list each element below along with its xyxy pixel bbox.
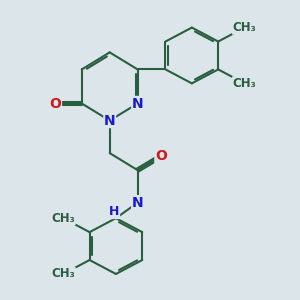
Text: CH₃: CH₃ [233, 21, 256, 34]
Text: N: N [104, 114, 116, 128]
Text: O: O [50, 97, 61, 110]
Text: CH₃: CH₃ [233, 77, 256, 90]
Text: N: N [132, 196, 143, 210]
Text: H: H [109, 206, 119, 218]
Text: N: N [132, 97, 143, 110]
Text: O: O [155, 149, 167, 163]
Text: CH₃: CH₃ [51, 212, 75, 225]
Text: CH₃: CH₃ [51, 268, 75, 281]
